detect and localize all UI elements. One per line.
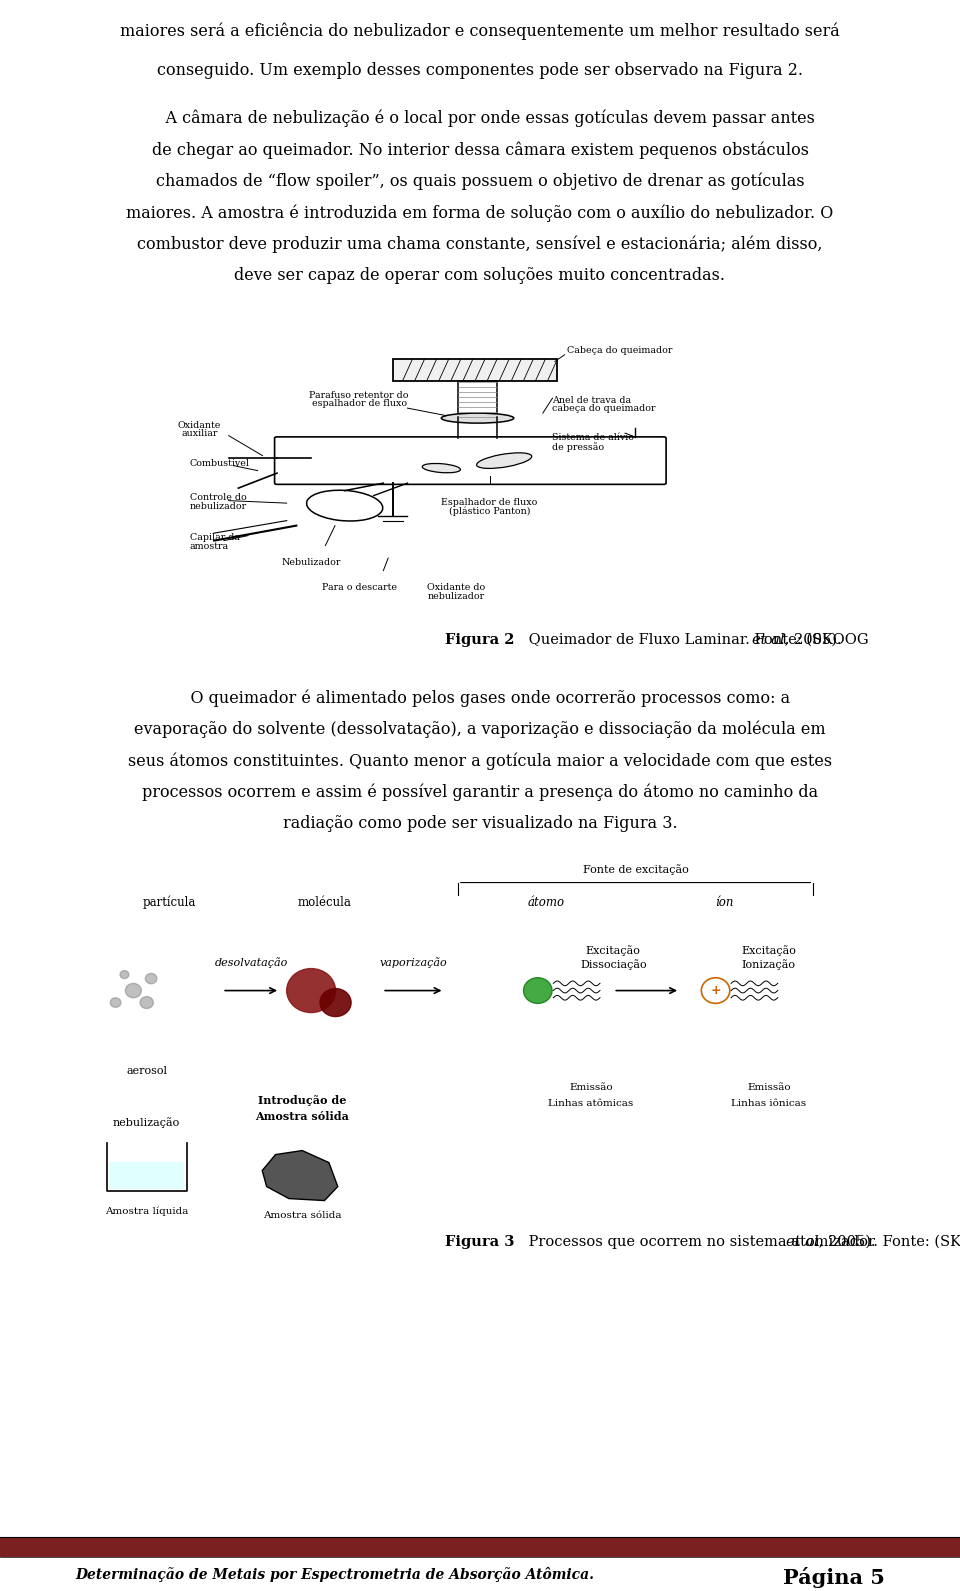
Text: aerosol: aerosol	[126, 1066, 167, 1076]
Bar	[108, 1161, 184, 1188]
Circle shape	[126, 983, 141, 998]
Text: nebulizador: nebulizador	[427, 592, 485, 601]
Text: Combustível: Combustível	[190, 458, 250, 468]
Circle shape	[702, 978, 730, 1004]
Circle shape	[287, 969, 336, 1012]
Text: Amostra sólida: Amostra sólida	[255, 1111, 349, 1122]
Text: Anel de trava da: Anel de trava da	[553, 396, 632, 404]
Text: Capilar da: Capilar da	[190, 533, 240, 543]
Text: ., 2005).: ., 2005).	[780, 633, 842, 646]
Text: Parafuso retentor do: Parafuso retentor do	[309, 391, 409, 399]
Text: Processos que ocorrem no sistema atomizador. Fonte: (SKOOG: Processos que ocorrem no sistema atomiza…	[524, 1235, 960, 1249]
Text: Figura 2: Figura 2	[445, 633, 515, 646]
Text: Controle do: Controle do	[190, 493, 247, 503]
Text: Sistema de alívio: Sistema de alívio	[553, 433, 635, 442]
Text: Linhas iônicas: Linhas iônicas	[732, 1098, 806, 1107]
Text: Dissociação: Dissociação	[580, 959, 647, 971]
Ellipse shape	[476, 453, 532, 468]
Circle shape	[626, 452, 643, 460]
Text: +: +	[710, 985, 721, 998]
Text: íon: íon	[715, 896, 733, 908]
Text: Fonte de excitação: Fonte de excitação	[583, 864, 688, 875]
Circle shape	[320, 988, 351, 1017]
Text: auxiliar: auxiliar	[181, 430, 218, 439]
Text: átomo: átomo	[528, 896, 565, 908]
Text: Emissão: Emissão	[747, 1082, 791, 1091]
Text: nebulização: nebulização	[113, 1117, 180, 1128]
Text: cabeça do queimador: cabeça do queimador	[553, 404, 656, 414]
Text: Determinação de Metais por Espectrometria de Absorção Atômica.: Determinação de Metais por Espectrometri…	[75, 1567, 594, 1581]
Circle shape	[110, 998, 121, 1007]
Text: seus átomos constituintes. Quanto menor a gotícula maior a velocidade com que es: seus átomos constituintes. Quanto menor …	[128, 753, 832, 770]
Text: Para o descarte: Para o descarte	[322, 584, 396, 592]
Text: conseguido. Um exemplo desses componentes pode ser observado na Figura 2.: conseguido. Um exemplo desses componente…	[157, 62, 803, 80]
Circle shape	[523, 978, 552, 1004]
Text: combustor deve produzir uma chama constante, sensível e estacionária; além disso: combustor deve produzir uma chama consta…	[137, 235, 823, 253]
Text: Ionização: Ionização	[742, 959, 796, 971]
Text: Cabeça do queimador: Cabeça do queimador	[567, 347, 672, 355]
Text: Espalhador de fluxo: Espalhador de fluxo	[442, 498, 538, 508]
Text: et al: et al	[786, 1235, 819, 1249]
Circle shape	[145, 974, 156, 983]
Bar	[0, 1537, 960, 1558]
Text: de chegar ao queimador. No interior dessa câmara existem pequenos obstáculos: de chegar ao queimador. No interior dess…	[152, 142, 808, 159]
Text: Queimador de Fluxo Laminar. Fonte: (SKOOG: Queimador de Fluxo Laminar. Fonte: (SKOO…	[524, 633, 874, 646]
Text: processos ocorrem e assim é possível garantir a presença do átomo no caminho da: processos ocorrem e assim é possível gar…	[142, 784, 818, 802]
Text: Oxidante do: Oxidante do	[426, 584, 485, 592]
Ellipse shape	[612, 438, 657, 474]
Text: maiores será a eficiência do nebulizador e consequentemente um melhor resultado : maiores será a eficiência do nebulizador…	[120, 22, 840, 40]
Text: vaporização: vaporização	[379, 958, 447, 967]
Text: (plástico Panton): (plástico Panton)	[449, 508, 531, 517]
Text: Emissão: Emissão	[569, 1082, 612, 1091]
Polygon shape	[262, 1150, 338, 1201]
Text: Nebulizador: Nebulizador	[281, 558, 341, 566]
Text: evaporação do solvente (dessolvatação), a vaporização e dissociação da molécula : evaporação do solvente (dessolvatação), …	[134, 721, 826, 738]
Text: Oxidante: Oxidante	[178, 420, 222, 430]
Text: partícula: partícula	[142, 896, 196, 910]
Ellipse shape	[442, 414, 514, 423]
Text: deve ser capaz de operar com soluções muito concentradas.: deve ser capaz de operar com soluções mu…	[234, 267, 726, 285]
Bar	[458, 380, 497, 417]
Text: molécula: molécula	[298, 896, 351, 908]
Text: Excitação: Excitação	[586, 945, 640, 956]
Text: ., 2005).: ., 2005).	[814, 1235, 876, 1249]
FancyBboxPatch shape	[393, 360, 558, 380]
Circle shape	[120, 971, 129, 978]
Text: Excitação: Excitação	[741, 945, 797, 956]
Text: Amostra sólida: Amostra sólida	[263, 1211, 342, 1220]
Text: chamados de “flow spoiler”, os quais possuem o objetivo de drenar as gotículas: chamados de “flow spoiler”, os quais pos…	[156, 172, 804, 189]
FancyBboxPatch shape	[275, 438, 666, 484]
Text: O queimador é alimentado pelos gases onde ocorrerão processos como: a: O queimador é alimentado pelos gases ond…	[170, 689, 790, 706]
Text: Introdução de: Introdução de	[258, 1095, 347, 1106]
Text: de pressão: de pressão	[553, 442, 605, 452]
Text: radiação como pode ser visualizado na Figura 3.: radiação como pode ser visualizado na Fi…	[282, 815, 678, 832]
Text: espalhador de fluxo: espalhador de fluxo	[312, 399, 407, 409]
Text: nebulizador: nebulizador	[190, 501, 247, 511]
Text: Figura 3: Figura 3	[445, 1235, 515, 1249]
Circle shape	[140, 996, 154, 1009]
Text: amostra: amostra	[190, 543, 229, 550]
Text: Página 5: Página 5	[783, 1567, 885, 1588]
Text: maiores. A amostra é introduzida em forma de solução com o auxílio do nebulizado: maiores. A amostra é introduzida em form…	[127, 204, 833, 221]
Text: desolvatação: desolvatação	[214, 958, 288, 967]
Ellipse shape	[306, 490, 383, 520]
Text: Amostra líquida: Amostra líquida	[105, 1206, 188, 1216]
Text: Linhas atômicas: Linhas atômicas	[548, 1098, 634, 1107]
Text: et al: et al	[752, 633, 784, 646]
Ellipse shape	[422, 463, 461, 473]
Text: A câmara de nebulização é o local por onde essas gotículas devem passar antes: A câmara de nebulização é o local por on…	[145, 110, 815, 127]
